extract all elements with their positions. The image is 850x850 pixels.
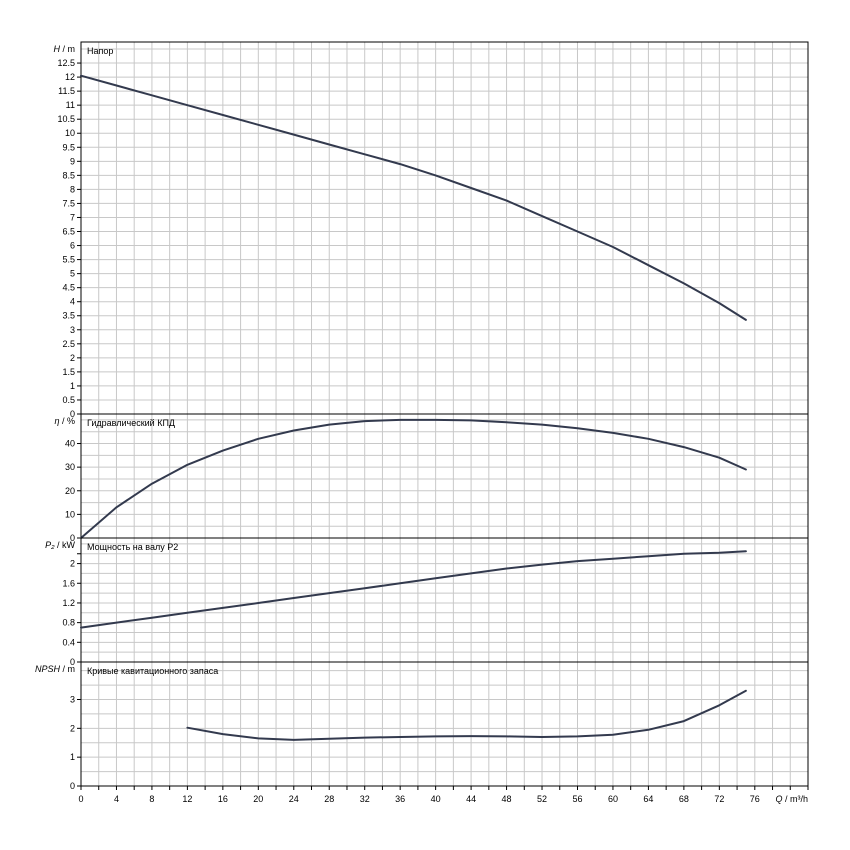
x-axis: 0 4 8 12 16 20 24 28 32 36 40 44 48 52 56 60 64 68 72 76 Q /… xyxy=(78,786,809,804)
panel-title: Гидравлический КПД xyxy=(87,418,175,428)
x-tick-label: 32 xyxy=(360,794,370,804)
y-tick-label: 12 xyxy=(65,72,75,82)
x-tick-label: 36 xyxy=(395,794,405,804)
panel-title: Напор xyxy=(87,46,113,56)
x-tick-label: 72 xyxy=(714,794,724,804)
x-tick-label: 0 xyxy=(78,794,83,804)
y-tick-label: 8 xyxy=(70,184,75,194)
x-axis-label: Q / m³/h xyxy=(775,794,808,804)
x-tick-label: 20 xyxy=(253,794,263,804)
y-tick-label: 0 xyxy=(70,533,75,543)
y-tick-label: 10 xyxy=(65,509,75,519)
y-tick-label: 6.5 xyxy=(62,227,75,237)
power-curve xyxy=(80,550,747,629)
panel-title: Мощность на валу P2 xyxy=(87,542,178,552)
y-tick-label: 3 xyxy=(70,325,75,335)
y-tick-label: 1.5 xyxy=(62,367,75,377)
y-tick-label: 20 xyxy=(65,486,75,496)
efficiency-curve xyxy=(80,418,747,539)
y-tick-label: 4.5 xyxy=(62,283,75,293)
y-tick-label: 7.5 xyxy=(62,198,75,208)
y-tick-label: 1 xyxy=(70,752,75,762)
y-tick-label: 0 xyxy=(70,781,75,791)
head-curve xyxy=(80,74,747,321)
panel-npsh: 0 1 2 3 NPSH / m Кривые кавитационного запаса xyxy=(35,661,809,791)
y-tick-label: 2 xyxy=(70,723,75,733)
x-tick-label: 4 xyxy=(114,794,119,804)
panel-frame xyxy=(80,537,809,663)
panel-power: 0 0.4 0.8 1.2 1.6 2 P₂ / kW Мощность на валу P2 xyxy=(45,537,809,667)
y-tick-label: 9 xyxy=(70,156,75,166)
x-tick-label: 64 xyxy=(643,794,653,804)
x-tick-label: 28 xyxy=(324,794,334,804)
y-tick-label: 10 xyxy=(65,128,75,138)
x-tick-label: 44 xyxy=(466,794,476,804)
y-tick-label: 11 xyxy=(66,100,75,110)
panel-head: 00.511.522.533.544.555.566.577.588.599.5… xyxy=(54,41,809,419)
x-tick-label: 12 xyxy=(182,794,192,804)
y-tick-label: 2.5 xyxy=(62,339,75,349)
y-tick-label: 6 xyxy=(70,241,75,251)
y-tick-label: 4 xyxy=(70,297,75,307)
panel-efficiency: 0 10 20 30 40 η / % Гидравлический КПД xyxy=(54,413,809,543)
y-tick-label: 12.5 xyxy=(57,58,75,68)
y-tick-label: 0.8 xyxy=(62,618,75,628)
panel-title: Кривые кавитационного запаса xyxy=(87,666,218,676)
y-axis-label: P₂ / kW xyxy=(45,540,75,550)
panel-frame xyxy=(80,413,809,539)
x-tick-label: 16 xyxy=(218,794,228,804)
x-tick-label: 68 xyxy=(679,794,689,804)
y-tick-label: 5 xyxy=(70,269,75,279)
y-tick-label: 2 xyxy=(70,353,75,363)
y-tick-label: 7 xyxy=(70,212,75,222)
y-tick-label: 11.5 xyxy=(58,86,75,96)
y-tick-label: 0 xyxy=(70,409,75,419)
y-tick-label: 1.6 xyxy=(62,578,75,588)
y-tick-label: 8.5 xyxy=(62,170,75,180)
y-tick-label: 1 xyxy=(70,381,75,391)
y-tick-label: 3 xyxy=(70,694,75,704)
y-tick-label: 5.5 xyxy=(62,255,75,265)
x-tick-label: 40 xyxy=(431,794,441,804)
x-tick-label: 60 xyxy=(608,794,618,804)
npsh-curve xyxy=(186,689,747,741)
y-tick-label: 2 xyxy=(70,559,75,569)
y-tick-label: 0.5 xyxy=(62,395,75,405)
x-tick-label: 8 xyxy=(149,794,154,804)
y-tick-label: 0 xyxy=(70,657,75,667)
y-tick-label: 1.2 xyxy=(62,598,75,608)
x-tick-label: 48 xyxy=(502,794,512,804)
panel-frame xyxy=(80,661,809,787)
x-tick-label: 76 xyxy=(750,794,760,804)
y-tick-label: 0.4 xyxy=(62,637,75,647)
y-tick-label: 9.5 xyxy=(62,142,75,152)
y-axis-label: η / % xyxy=(54,416,75,426)
y-tick-label: 40 xyxy=(65,439,75,449)
y-tick-label: 30 xyxy=(65,462,75,472)
y-tick-label: 10.5 xyxy=(57,114,75,124)
x-tick-label: 52 xyxy=(537,794,547,804)
y-tick-label: 3.5 xyxy=(62,311,75,321)
y-axis-label: NPSH / m xyxy=(35,664,75,674)
x-tick-label: 24 xyxy=(289,794,299,804)
x-tick-label: 56 xyxy=(572,794,582,804)
y-axis-label: H / m xyxy=(54,44,76,54)
